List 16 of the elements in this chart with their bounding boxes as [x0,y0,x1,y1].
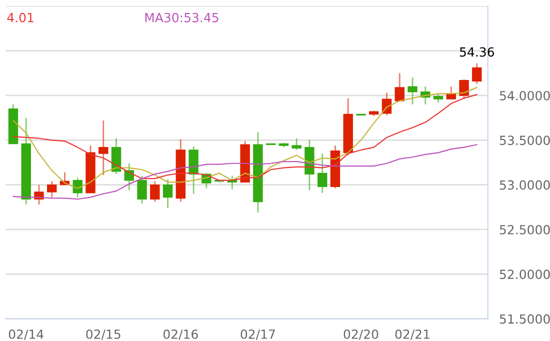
line-series [12,144,478,200]
y-tick-label: 52.0000 [500,270,550,280]
text: 4.01 [7,12,34,22]
x-tick-label: 02/16 [163,329,198,340]
annotation: 54.36 [460,47,494,57]
y-tick-label: 54.0000 [500,90,550,100]
y-tick-label: 53.5000 [500,136,550,146]
text: MA30:53.45 [145,12,218,22]
x-tick-label: 02/14 [8,329,44,340]
y-tick-label: 53.0000 [500,180,550,190]
x-tick-label: 02/20 [344,329,378,340]
y-tick-label: 52.5000 [500,224,550,234]
y-tick-label: 51.5000 [500,314,550,324]
x-tick-label: 02/21 [395,329,430,340]
x-tick-label: 02/17 [240,329,275,340]
x-tick-label: 02/15 [86,329,120,340]
